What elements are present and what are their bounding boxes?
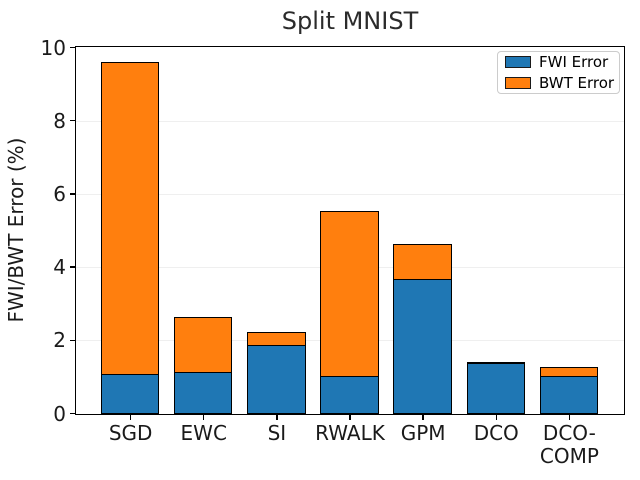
legend-label-fwi: FWI Error xyxy=(539,53,609,71)
y-tick-label-10: 10 xyxy=(40,35,66,60)
chart-title: Split MNIST xyxy=(281,7,419,35)
bar-gpm-fwi-error-segment xyxy=(393,278,452,414)
x-tick-mark-dco-comp xyxy=(568,415,571,420)
y-tick-mark-2 xyxy=(70,339,75,342)
x-tick-label-ewc: EWC xyxy=(180,421,227,445)
x-tick-mark-si xyxy=(276,415,278,420)
x-tick-mark-dco xyxy=(495,415,497,420)
y-tick-mark-4 xyxy=(70,266,75,268)
legend-entry-bwt: BWT Error xyxy=(505,74,615,92)
x-tick-label-si: SI xyxy=(267,421,287,445)
y-tick-label-8: 8 xyxy=(53,108,66,133)
y-tick-label-4: 4 xyxy=(53,255,66,280)
x-tick-label-sgd: SGD xyxy=(108,421,153,445)
x-tick-mark-sgd xyxy=(129,415,132,420)
bar-ewc-bwt-error-segment xyxy=(173,316,233,374)
bar-dco-comp-bwt-error-segment xyxy=(539,367,599,378)
y-tick-mark-6 xyxy=(70,193,75,195)
legend-entry-fwi: FWI Error xyxy=(505,53,612,71)
bar-dco-fwi-error-segment xyxy=(466,362,525,414)
bar-si-bwt-error-segment xyxy=(247,332,306,346)
bar-rwalk-fwi-error-segment xyxy=(320,375,379,414)
plot-area xyxy=(75,46,625,415)
legend-label-bwt: BWT Error xyxy=(539,74,615,92)
x-tick-label-gpm: GPM xyxy=(400,421,446,445)
x-tick-mark-gpm xyxy=(422,415,424,420)
x-tick-label-dco: DCO xyxy=(473,421,519,445)
bar-sgd-bwt-error-segment xyxy=(100,62,160,376)
bar-rwalk-bwt-error-segment xyxy=(320,210,379,378)
bar-ewc-fwi-error-segment xyxy=(173,371,233,414)
gridline-y8 xyxy=(76,120,624,122)
legend-swatch-bwt-icon xyxy=(505,77,531,89)
y-axis-label: FWI/BWT Error (%) xyxy=(4,137,28,323)
bar-si-fwi-error-segment xyxy=(247,344,306,414)
legend-swatch-fwi-icon xyxy=(505,56,531,68)
x-tick-mark-rwalk xyxy=(349,415,351,420)
y-tick-mark-8 xyxy=(70,119,75,122)
bar-sgd-fwi-error-segment xyxy=(100,373,160,414)
legend: FWI Error BWT Error xyxy=(497,51,620,94)
bar-gpm-bwt-error-segment xyxy=(393,243,452,281)
y-tick-label-2: 2 xyxy=(53,328,66,353)
y-tick-label-6: 6 xyxy=(53,181,66,206)
bar-dco-bwt-error-segment xyxy=(466,361,525,364)
x-tick-label-rwalk: RWALK xyxy=(315,421,385,445)
gridline-y6 xyxy=(76,193,624,195)
bar-dco-comp-fwi-error-segment xyxy=(539,375,599,414)
y-tick-mark-0 xyxy=(70,412,75,415)
y-tick-label-0: 0 xyxy=(53,401,66,426)
y-tick-mark-10 xyxy=(70,46,75,49)
x-tick-mark-ewc xyxy=(202,415,205,420)
x-tick-label-dco-comp: DCO- COMP xyxy=(539,421,599,468)
